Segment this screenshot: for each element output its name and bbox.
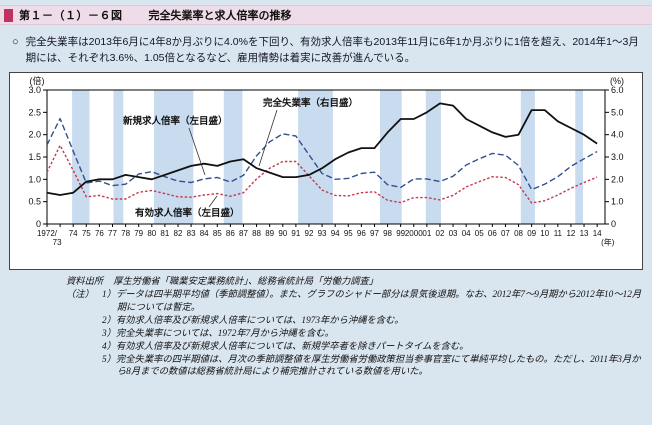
x-axis-tick-label: 08 [514,229,523,238]
right-axis-tick-label: 0 [611,219,616,229]
x-axis-tick-label: 86 [226,229,235,238]
x-axis-tick-label: 79 [134,229,143,238]
x-axis-tick-label: 96 [357,229,366,238]
title-accent-square [4,8,13,22]
note-item: 1）データは四半期平均値（季節調整値）。また、グラフのシャドー部分は景気後退期。… [102,290,642,314]
series-line-2 [46,144,598,204]
recession-band [425,89,441,224]
page: 第１－（１）－６図 完全失業率と求人倍率の推移 ○ 完全失業率は2013年6月に… [0,5,652,379]
summary-bullet-icon: ○ [12,36,19,48]
left-axis-tick-label: 3.0 [28,85,41,95]
series-label-leader [208,195,218,207]
source-text: 厚生労働省「職業安定業務統計」、総務省統計局「労働力調査」 [113,276,379,287]
x-axis-tick-label: 05 [475,229,484,238]
note-item: 5）完全失業率の四半期値は、月次の季節調整値を厚生労働省労働政策担当参事官室にて… [102,354,641,378]
x-axis-tick-label: 01 [422,229,431,238]
x-axis-tick-label: 75 [82,229,91,238]
left-axis-tick-label: 2.0 [28,129,41,139]
x-axis-tick-label: 03 [449,229,458,238]
x-axis-tick-label: 80 [147,229,156,238]
recession-band [223,89,243,224]
x-axis-tick-label: 89 [265,229,274,238]
recession-band [154,89,194,224]
recession-band [72,89,90,224]
source-label: 資料出所 [66,276,104,287]
x-axis-tick-label: 90 [278,229,287,238]
x-axis-tick-label: 10 [540,229,549,238]
left-axis-tick-label: 1.0 [28,174,41,184]
x-axis-tick-label: 12 [566,229,575,238]
trend-chart: 3.0 2.5 2.0 1.5 1.0 0.5 0 6.0 5.0 4.0 3.0 2.0 1.0 0 (倍… [28,75,624,247]
recession-band [380,89,402,224]
x-axis-tick-label: 11 [554,229,563,238]
series-line-1 [46,117,598,190]
x-axis-tick-label: 93 [318,229,327,238]
source-row: 資料出所 厚生労働省「職業安定業務統計」、総務省統計局「労働力調査」 [66,276,644,289]
series-line-0 [46,102,598,196]
x-axis-tick-label: 83 [187,229,196,238]
x-axis-tick-label: 13 [580,229,589,238]
x-axis-tick-label: 87 [239,229,248,238]
figure-title: 完全失業率と求人倍率の推移 [148,10,292,22]
x-axis-tick-label: 1972/ [37,229,58,238]
right-axis-tick-label: 2.0 [611,174,624,184]
left-axis-tick-label: 0 [36,219,41,229]
summary: ○ 完全失業率は2013年6月に4年8か月ぶりに4.0%を下回り、有効求人倍率も… [10,34,642,67]
notes-block: 資料出所 厚生労働省「職業安定業務統計」、総務省統計局「労働力調査」 （注） 1）… [66,276,644,380]
x-axis-tick-label: 88 [252,229,261,238]
x-axis-tick-label: 73 [53,238,62,247]
x-axis-tick-label: 14 [593,229,602,238]
left-axis-tick-label: 2.5 [28,107,41,117]
note-items: 1）データは四半期平均値（季節調整値）。また、グラフのシャドー部分は景気後退期。… [102,289,644,379]
x-axis-tick-label: 94 [331,229,340,238]
x-axis-tick-label: 76 [95,229,104,238]
x-axis-unit-label: (年) [601,237,615,247]
recession-band [298,89,333,224]
x-axis-tick-label: 02 [436,229,445,238]
x-axis-tick-label: 98 [383,229,392,238]
note-item: 4）有効求人倍率及び新規求人倍率については、新規学卒者を除きパートタイムを含む。 [102,341,469,352]
left-axis-unit-label: (倍) [30,75,45,86]
left-axis-tick-label: 0.5 [28,196,41,206]
series-label-leader [258,109,278,166]
x-axis-tick-label: 91 [291,229,300,238]
x-axis-tick-label: 2000 [405,229,423,238]
series-label-1: 新規求人倍率（左目盛） [123,115,228,127]
x-axis-tick-label: 09 [527,229,536,238]
title-band: 第１－（１）－６図 完全失業率と求人倍率の推移 [0,5,652,25]
x-axis-tick-label: 97 [370,229,379,238]
x-axis-tick-label: 77 [108,229,117,238]
x-axis-tick-label: 92 [305,229,314,238]
left-axis-tick-label: 1.5 [28,152,41,162]
note-item: 3）完全失業率については、1972年7月から沖縄を含む。 [102,328,334,339]
summary-text: 完全失業率は2013年6月に4年8か月ぶりに4.0%を下回り、有効求人倍率も20… [25,36,639,65]
x-axis-tick-label: 04 [462,229,471,238]
x-axis-tick-label: 06 [488,229,497,238]
x-axis-tick-label: 74 [69,229,78,238]
right-axis-tick-label: 4.0 [611,129,624,139]
x-axis-tick-label: 95 [344,229,353,238]
notes-label: （注） [66,290,94,301]
series-label-leader [188,127,206,175]
x-axis-tick-label: 84 [200,229,209,238]
recession-band [113,89,124,224]
recession-band [575,89,583,224]
right-axis-tick-label: 1.0 [611,196,624,206]
x-axis-tick-label: 81 [160,229,169,238]
x-axis-tick-label: 85 [213,229,222,238]
x-axis-tick-label: 82 [174,229,183,238]
chart-panel: 3.0 2.5 2.0 1.5 1.0 0.5 0 6.0 5.0 4.0 3.0 2.0 1.0 0 (倍… [9,71,643,270]
x-axis-tick-label: 07 [501,229,510,238]
right-axis-tick-label: 3.0 [611,152,624,162]
figure-number: 第１－（１）－６図 [19,10,123,22]
series-label-2: 有効求人倍率（左目盛） [135,207,240,219]
notes-grid: （注） 1）データは四半期平均値（季節調整値）。また、グラフのシャドー部分は景気… [66,289,644,379]
x-axis-tick-label: 78 [121,229,130,238]
right-axis-tick-label: 6.0 [611,85,624,95]
note-item: 2）有効求人倍率及び新規求人倍率については、1973年から沖縄を含む。 [102,316,404,327]
x-axis-tick-label: 99 [396,229,405,238]
right-axis-unit-label: (%) [610,76,624,86]
right-axis-tick-label: 5.0 [611,107,624,117]
series-label-0: 完全失業率（右目盛） [263,97,358,109]
